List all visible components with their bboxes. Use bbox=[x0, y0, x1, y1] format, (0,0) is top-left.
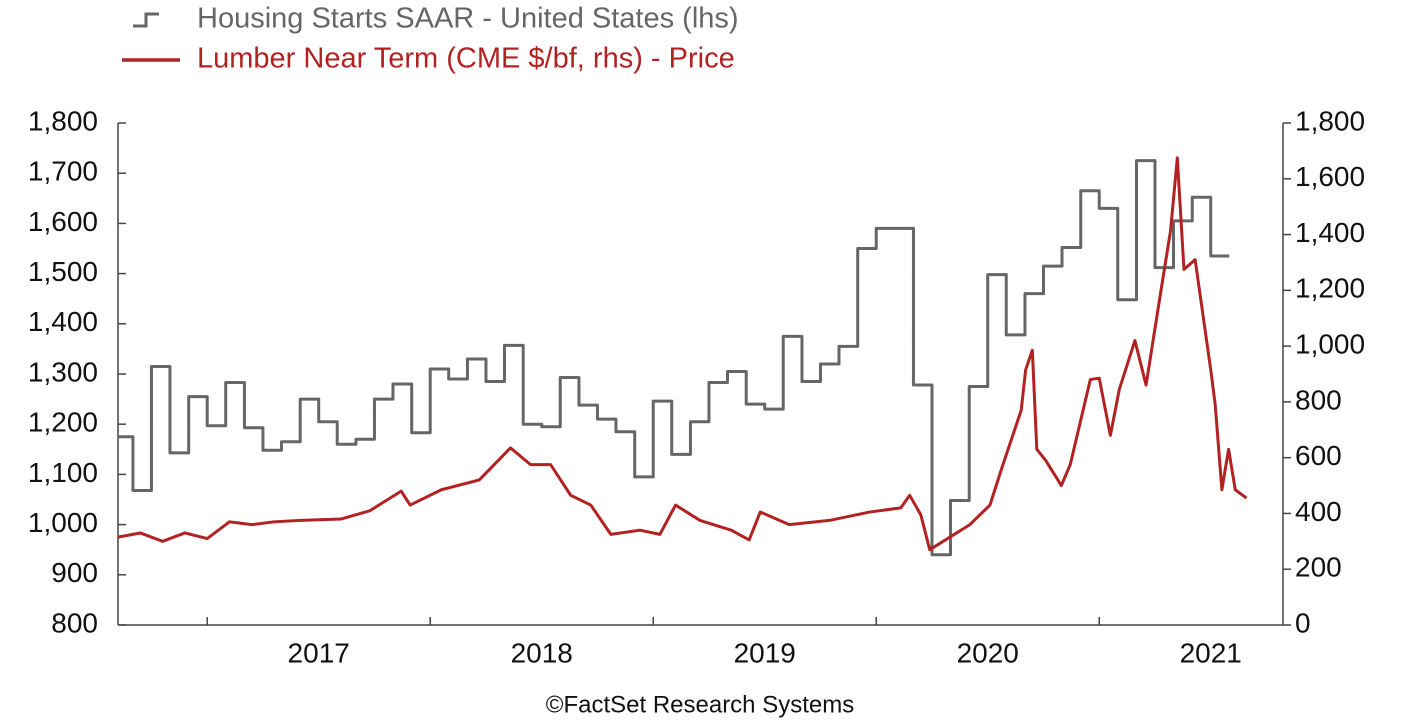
y-tick-label: 1,500 bbox=[28, 256, 98, 287]
y2-tick-label: 1,200 bbox=[1295, 273, 1365, 304]
x-tick-label: 2019 bbox=[734, 637, 796, 668]
y-tick-label: 1,000 bbox=[28, 507, 98, 538]
y2-tick-label: 1,000 bbox=[1295, 329, 1365, 360]
x-tick-label: 2020 bbox=[957, 637, 1019, 668]
y-tick-label: 800 bbox=[51, 607, 98, 638]
y-tick-label: 1,300 bbox=[28, 356, 98, 387]
legend-label: Housing Starts SAAR - United States (lhs… bbox=[197, 3, 739, 35]
y-tick-label: 1,400 bbox=[28, 306, 98, 337]
y-tick-label: 1,700 bbox=[28, 156, 98, 187]
source-note: ©FactSet Research Systems bbox=[546, 691, 854, 718]
y2-tick-label: 400 bbox=[1295, 496, 1342, 527]
x-tick-label: 2018 bbox=[511, 637, 573, 668]
y2-tick-label: 1,800 bbox=[1295, 105, 1365, 136]
series-line bbox=[118, 159, 1230, 557]
y-tick-label: 1,100 bbox=[28, 457, 98, 488]
y2-tick-label: 600 bbox=[1295, 440, 1342, 471]
series-line bbox=[117, 156, 1248, 552]
x-tick-label: 2021 bbox=[1180, 637, 1242, 668]
y2-tick-label: 1,600 bbox=[1295, 161, 1365, 192]
y2-tick-label: 800 bbox=[1295, 384, 1342, 415]
legend-swatch bbox=[133, 12, 159, 28]
x-tick-label: 2017 bbox=[288, 637, 350, 668]
y2-tick-label: 200 bbox=[1295, 552, 1342, 583]
y-tick-label: 1,200 bbox=[28, 407, 98, 438]
y-tick-label: 900 bbox=[51, 557, 98, 588]
y2-tick-label: 0 bbox=[1295, 607, 1311, 638]
y2-tick-label: 1,400 bbox=[1295, 217, 1365, 248]
legend-label: Lumber Near Term (CME $/bf, rhs) - Price bbox=[197, 43, 735, 75]
y-tick-label: 1,800 bbox=[28, 105, 98, 136]
y-tick-label: 1,600 bbox=[28, 206, 98, 237]
